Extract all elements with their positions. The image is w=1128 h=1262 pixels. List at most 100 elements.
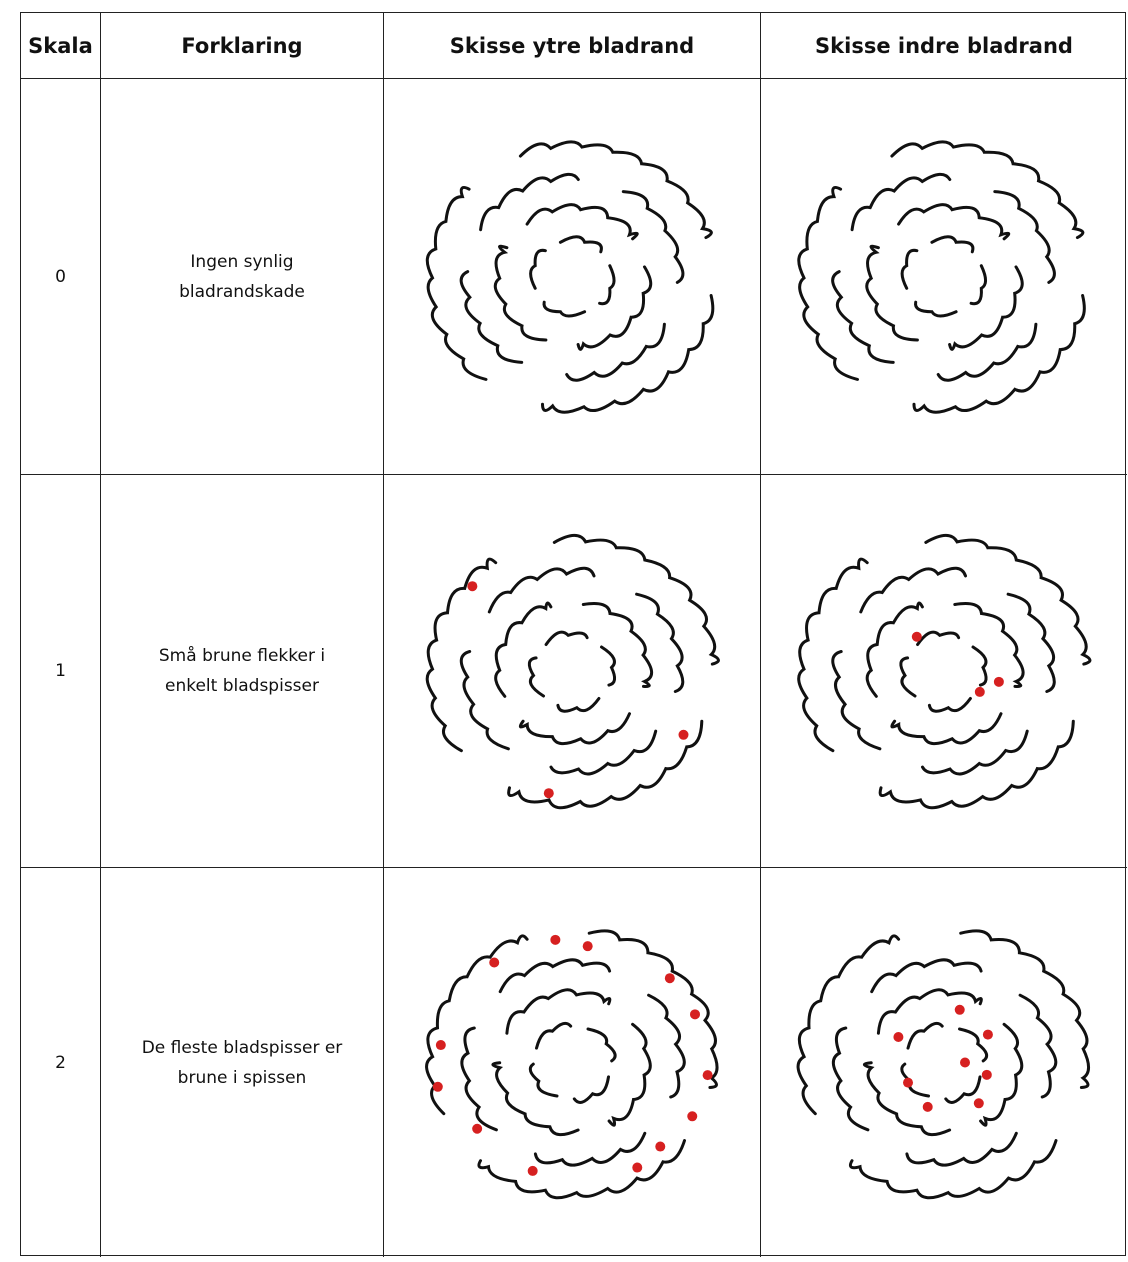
header-cell: Skala bbox=[21, 13, 101, 79]
leaf-ring bbox=[576, 265, 653, 351]
header-cell: Skisse ytre bladrand bbox=[384, 13, 761, 79]
brown-spot bbox=[435, 1040, 446, 1051]
leaf-sketch bbox=[425, 140, 715, 414]
brown-spot bbox=[687, 1111, 698, 1122]
leaf-ring bbox=[598, 264, 616, 306]
leaf-ring bbox=[493, 244, 548, 342]
description: Ingen synlig bladrandskade bbox=[179, 247, 305, 307]
leaf-ring bbox=[1018, 993, 1058, 1099]
brown-spot bbox=[954, 1004, 965, 1015]
leaf-ring bbox=[936, 322, 1038, 382]
description-line: Små brune flekker i bbox=[158, 646, 326, 666]
leaf-ring bbox=[541, 294, 715, 414]
leaf-ring bbox=[507, 719, 704, 810]
leaf-ring bbox=[927, 697, 972, 713]
leaf-ring bbox=[899, 656, 917, 698]
header-text: Skala bbox=[28, 33, 93, 58]
leaf-ring bbox=[924, 533, 1092, 666]
header-cell: Skisse indre bladrand bbox=[761, 13, 1127, 79]
leaf-ring bbox=[859, 566, 967, 614]
scale-value: 0 bbox=[55, 266, 66, 287]
brown-spot bbox=[582, 941, 593, 952]
scale-value: 1 bbox=[55, 661, 66, 681]
leaf-ring bbox=[979, 1022, 1024, 1127]
description-line: enkelt bladspisser bbox=[165, 676, 319, 696]
header-text: Skisse indre bladrand bbox=[815, 33, 1073, 58]
brown-spot bbox=[982, 1029, 993, 1040]
brown-spot bbox=[664, 973, 675, 984]
inner-sketch-cell bbox=[761, 868, 1127, 1257]
leaf-ring bbox=[518, 712, 631, 746]
leaf-ring bbox=[425, 557, 498, 753]
leaf-ring bbox=[796, 934, 901, 1116]
leaf-ring bbox=[831, 650, 882, 751]
leaf-sketch bbox=[797, 140, 1086, 414]
brown-spot bbox=[702, 1070, 713, 1081]
leaf-ring bbox=[930, 235, 975, 254]
leaf-ring bbox=[621, 190, 685, 284]
leaf-ring bbox=[586, 1027, 617, 1063]
leaf-ring bbox=[850, 172, 952, 232]
scale-cell: 0 bbox=[21, 79, 101, 475]
brown-spot bbox=[489, 957, 500, 968]
leaf-sketch bbox=[425, 929, 719, 1200]
leaf-ring bbox=[865, 244, 919, 342]
leaf-ring bbox=[498, 958, 612, 994]
leaf-ring bbox=[1006, 592, 1056, 693]
leaf-ring bbox=[487, 566, 596, 614]
leaf-ring bbox=[425, 934, 529, 1116]
leaf-ring bbox=[460, 1026, 498, 1132]
leaf-ring bbox=[944, 1075, 982, 1104]
description: De fleste bladspisser er brune i spissen bbox=[142, 1033, 343, 1093]
leaf-ring bbox=[527, 656, 545, 698]
leaf-ring bbox=[635, 592, 685, 693]
leaf-ring bbox=[890, 712, 1003, 746]
brown-spot bbox=[655, 1141, 666, 1152]
leaf-ring bbox=[916, 630, 961, 646]
leaf-ring bbox=[549, 729, 658, 776]
leaf-ring bbox=[491, 1061, 580, 1137]
brown-spot bbox=[993, 676, 1004, 687]
leaf-ring bbox=[552, 533, 720, 666]
leaf-ring bbox=[897, 203, 1011, 241]
brown-spot bbox=[922, 1101, 933, 1112]
outer-sketch-cell bbox=[384, 868, 761, 1257]
brown-spot bbox=[973, 1098, 984, 1109]
description-cell: Ingen synlig bladrandskade bbox=[101, 79, 384, 475]
leaf-ring bbox=[525, 203, 639, 241]
leaf-ring bbox=[900, 248, 919, 290]
leaf-ring bbox=[477, 1139, 686, 1200]
leaf-ring bbox=[890, 140, 1085, 240]
leaf-ring bbox=[958, 1027, 989, 1063]
leaf-ring bbox=[905, 1131, 1018, 1167]
leaf-ring bbox=[862, 1061, 952, 1137]
leaf-ring bbox=[581, 602, 654, 689]
outer-sketch-cell bbox=[384, 79, 761, 475]
leaf-ring bbox=[993, 190, 1056, 284]
leaf-ring bbox=[533, 1131, 647, 1167]
leaf-ring bbox=[556, 697, 601, 713]
brown-spot bbox=[467, 581, 478, 592]
brown-spot bbox=[432, 1081, 443, 1092]
leaf-sketch bbox=[796, 929, 1091, 1200]
leaf-ring bbox=[542, 300, 587, 318]
description-line: bladrandskade bbox=[179, 281, 305, 302]
description: Små brune flekker i enkelt bladspisser bbox=[159, 641, 325, 701]
leaf-ring bbox=[479, 172, 580, 232]
leaf-ring bbox=[535, 1021, 573, 1050]
brown-spot bbox=[974, 686, 985, 697]
leaf-ring bbox=[587, 929, 719, 1089]
leaf-ring bbox=[494, 601, 553, 698]
inner-sketch-cell bbox=[761, 79, 1127, 475]
outer-sketch-cell bbox=[384, 475, 761, 868]
leaf-ring bbox=[528, 1062, 559, 1098]
leaf-ring bbox=[459, 270, 524, 364]
leaf-sketch bbox=[425, 533, 720, 810]
brown-spot bbox=[632, 1162, 643, 1173]
brown-spot bbox=[472, 1123, 483, 1134]
leaf-ring bbox=[505, 988, 612, 1035]
description-line: brune i spissen bbox=[177, 1067, 307, 1088]
brown-spot bbox=[550, 934, 561, 945]
leaf-ring bbox=[459, 650, 510, 751]
